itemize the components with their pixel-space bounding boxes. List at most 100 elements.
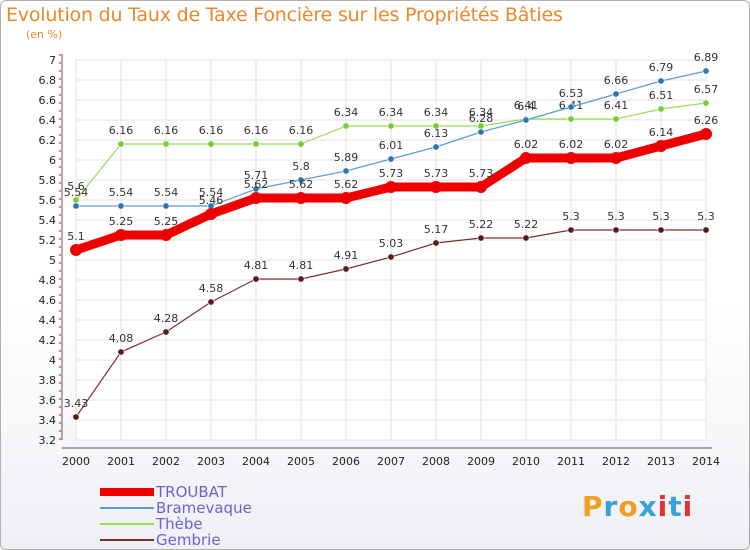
data-point-thebe bbox=[162, 140, 170, 148]
data-label-bramevaque: 6.66 bbox=[604, 74, 629, 87]
data-label-bramevaque: 5.71 bbox=[244, 169, 269, 182]
data-label-troubat: 6.14 bbox=[649, 126, 674, 139]
data-label-bramevaque: 6.79 bbox=[649, 61, 674, 74]
x-tick-label: 2004 bbox=[242, 455, 270, 468]
y-tick-label: 3.2 bbox=[39, 434, 57, 447]
data-point-gembrie bbox=[162, 328, 170, 336]
data-label-troubat: 6.26 bbox=[694, 114, 719, 127]
data-label-thebe: 6.16 bbox=[154, 124, 179, 137]
y-tick-label: 6.6 bbox=[39, 94, 57, 107]
y-tick-label: 3.8 bbox=[39, 374, 57, 387]
x-tick-label: 2006 bbox=[332, 455, 360, 468]
data-label-bramevaque: 6.89 bbox=[694, 51, 719, 64]
data-point-gembrie bbox=[612, 226, 620, 234]
data-point-thebe bbox=[432, 122, 440, 130]
data-label-troubat: 5.62 bbox=[289, 178, 314, 191]
data-point-bramevaque bbox=[477, 128, 485, 136]
data-label-bramevaque: 5.54 bbox=[64, 186, 89, 199]
y-tick-label: 4.6 bbox=[39, 294, 57, 307]
data-point-bramevaque bbox=[612, 90, 620, 98]
data-point-thebe bbox=[387, 122, 395, 130]
data-label-thebe: 6.34 bbox=[424, 106, 449, 119]
legend-swatch-troubat bbox=[100, 488, 154, 496]
x-tick-label: 2000 bbox=[62, 455, 90, 468]
data-label-bramevaque: 5.8 bbox=[292, 160, 310, 173]
y-tick-label: 6.2 bbox=[39, 134, 57, 147]
data-label-bramevaque: 6.53 bbox=[559, 87, 584, 100]
y-tick-label: 4.8 bbox=[39, 274, 57, 287]
x-tick-label: 2005 bbox=[287, 455, 315, 468]
y-tick-label: 4.2 bbox=[39, 334, 57, 347]
legend-label-gembrie: Gembrie bbox=[156, 531, 221, 549]
y-tick-label: 3.6 bbox=[39, 394, 57, 407]
data-label-troubat: 5.73 bbox=[469, 167, 494, 180]
data-point-gembrie bbox=[702, 226, 710, 234]
data-point-gembrie bbox=[297, 275, 305, 283]
data-label-gembrie: 5.22 bbox=[514, 218, 539, 231]
data-point-gembrie bbox=[72, 413, 80, 421]
x-tick-label: 2008 bbox=[422, 455, 450, 468]
logo-letter: r bbox=[603, 490, 619, 523]
data-label-gembrie: 5.3 bbox=[652, 210, 670, 223]
logo-letter: o bbox=[618, 490, 639, 523]
data-label-thebe: 6.16 bbox=[244, 124, 269, 137]
legend-label-troubat: TROUBAT bbox=[156, 483, 227, 501]
data-point-bramevaque bbox=[342, 167, 350, 175]
data-label-thebe: 5.6 bbox=[67, 180, 85, 193]
logo-letter: P bbox=[582, 490, 604, 523]
x-tick-label: 2011 bbox=[557, 455, 585, 468]
data-label-thebe: 6.16 bbox=[199, 124, 224, 137]
data-label-troubat: 5.73 bbox=[379, 167, 404, 180]
data-point-gembrie bbox=[477, 234, 485, 242]
data-point-bramevaque bbox=[567, 103, 575, 111]
data-label-gembrie: 5.22 bbox=[469, 218, 494, 231]
y-tick-label: 6.4 bbox=[39, 114, 57, 127]
data-point-bramevaque bbox=[162, 202, 170, 210]
data-point-troubat bbox=[340, 192, 352, 204]
x-tick-label: 2010 bbox=[512, 455, 540, 468]
data-label-bramevaque: 5.54 bbox=[199, 186, 224, 199]
proxiti-logo: Proxiti bbox=[582, 490, 693, 523]
y-tick-label: 4.4 bbox=[39, 314, 57, 327]
data-label-bramevaque: 6.13 bbox=[424, 127, 449, 140]
x-tick-label: 2013 bbox=[647, 455, 675, 468]
data-label-bramevaque: 5.54 bbox=[154, 186, 179, 199]
data-label-troubat: 6.02 bbox=[604, 138, 629, 151]
x-tick-label: 2001 bbox=[107, 455, 135, 468]
data-label-thebe: 6.34 bbox=[469, 106, 494, 119]
data-label-gembrie: 5.03 bbox=[379, 237, 404, 250]
data-label-troubat: 5.73 bbox=[424, 167, 449, 180]
data-label-bramevaque: 5.54 bbox=[109, 186, 134, 199]
data-label-thebe: 6.51 bbox=[649, 89, 674, 102]
x-tick-label: 2002 bbox=[152, 455, 180, 468]
data-point-bramevaque bbox=[387, 155, 395, 163]
data-point-gembrie bbox=[117, 348, 125, 356]
y-tick-label: 5.8 bbox=[39, 174, 57, 187]
data-point-bramevaque bbox=[72, 202, 80, 210]
data-point-thebe bbox=[612, 115, 620, 123]
data-label-gembrie: 4.58 bbox=[199, 282, 224, 295]
data-point-troubat bbox=[475, 181, 487, 193]
data-point-troubat bbox=[700, 128, 712, 140]
data-label-troubat: 5.62 bbox=[334, 178, 359, 191]
y-tick-label: 5.6 bbox=[39, 194, 57, 207]
data-point-gembrie bbox=[432, 239, 440, 247]
data-label-gembrie: 5.17 bbox=[424, 223, 449, 236]
data-point-bramevaque bbox=[297, 176, 305, 184]
y-tick-label: 7 bbox=[49, 54, 56, 67]
data-label-gembrie: 4.81 bbox=[289, 259, 314, 272]
legend-label-bramevaque: Bramevaque bbox=[156, 499, 252, 517]
data-point-thebe bbox=[567, 115, 575, 123]
data-point-bramevaque bbox=[522, 116, 530, 124]
y-tick-label: 5.4 bbox=[39, 214, 57, 227]
data-label-gembrie: 3.43 bbox=[64, 397, 89, 410]
legend-swatch-thebe bbox=[100, 523, 154, 525]
data-label-bramevaque: 6.4 bbox=[517, 100, 535, 113]
data-label-troubat: 5.46 bbox=[199, 194, 224, 207]
data-point-thebe bbox=[117, 140, 125, 148]
data-label-bramevaque: 6.01 bbox=[379, 139, 404, 152]
data-label-gembrie: 4.08 bbox=[109, 332, 134, 345]
data-point-troubat bbox=[385, 181, 397, 193]
data-label-gembrie: 5.3 bbox=[562, 210, 580, 223]
